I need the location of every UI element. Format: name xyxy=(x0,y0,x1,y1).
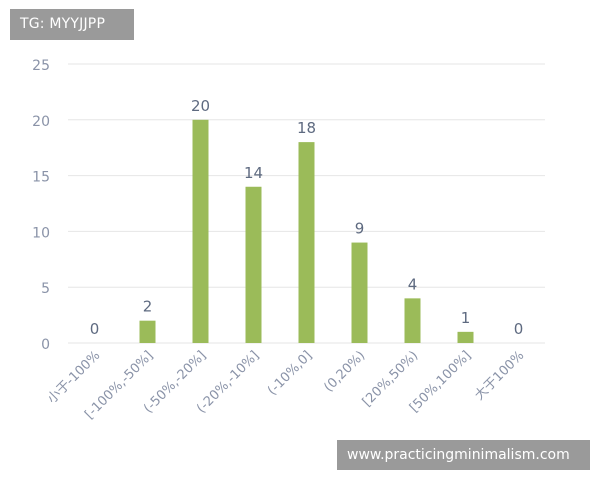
y-tick-label: 10 xyxy=(32,225,50,241)
bar xyxy=(404,298,421,343)
x-tick-label: (-10%,0] xyxy=(265,348,315,398)
bar-value-label: 14 xyxy=(244,164,263,182)
bar xyxy=(351,242,368,343)
bar-value-label: 0 xyxy=(90,320,100,338)
y-tick-label: 5 xyxy=(41,281,50,297)
bar-value-label: 20 xyxy=(191,97,210,115)
bar-value-label: 9 xyxy=(355,220,365,238)
x-axis-ticks: 小于-100%[-100%,-50%](-50%,-20%](-20%,-10%… xyxy=(45,348,528,422)
channel-tag: TG: MYYJJPP xyxy=(10,9,134,40)
bars xyxy=(139,119,474,343)
y-tick-label: 0 xyxy=(41,337,50,353)
y-tick-label: 20 xyxy=(32,114,50,130)
bar-value-label: 1 xyxy=(461,309,471,327)
bar xyxy=(457,331,474,343)
bar-value-labels: 0 2 20 14 18 9 4 1 0 xyxy=(90,97,524,338)
bar xyxy=(139,320,156,343)
watermark-url: www.practicingminimalism.com xyxy=(337,440,590,470)
bar xyxy=(298,142,315,343)
x-tick-label: (0,20%) xyxy=(321,348,368,395)
bar-value-label: 2 xyxy=(143,298,153,316)
y-axis-ticks: 0 5 10 15 20 25 xyxy=(32,58,50,353)
y-tick-label: 25 xyxy=(32,58,50,74)
bar xyxy=(192,119,209,343)
bar-value-label: 18 xyxy=(297,119,316,137)
x-tick-label: 大于100% xyxy=(472,348,527,403)
y-tick-label: 15 xyxy=(32,170,50,186)
bar-value-label: 4 xyxy=(408,275,418,293)
bar xyxy=(245,186,262,343)
bar-value-label: 0 xyxy=(514,320,524,338)
